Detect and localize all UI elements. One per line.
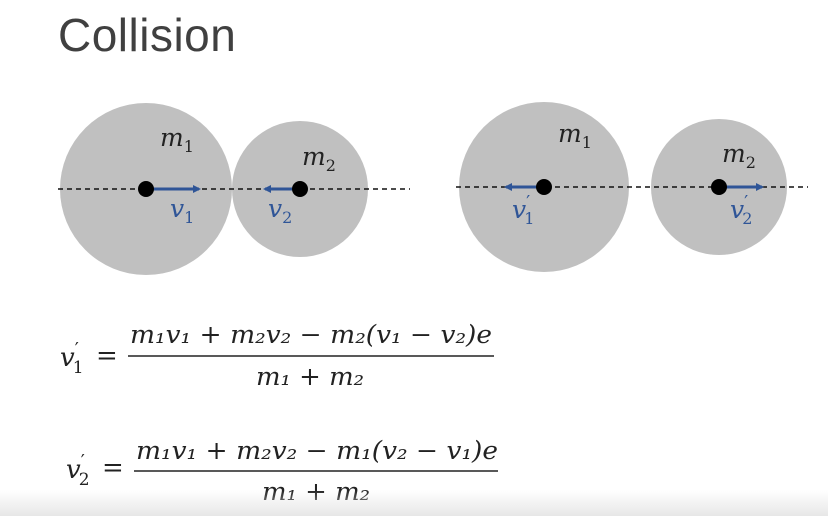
center-dot-2-after xyxy=(711,179,727,195)
bottom-shadow xyxy=(0,490,828,516)
mass-label-1-after: m1 xyxy=(558,119,592,152)
equation-2-numerator: m₁v₁ + m₂v₂ − m₁(v₂ − v₁)e xyxy=(136,436,498,465)
mass-label-1-before: m1 xyxy=(160,123,194,156)
equation-1-denominator: m₁ + m₂ xyxy=(256,362,364,391)
velocity-label-1-after: v′ 1 xyxy=(512,192,534,228)
equation-1-lhs: v′ 1 xyxy=(60,339,84,378)
equation-2-equals: = xyxy=(102,453,124,483)
center-dot-1-after xyxy=(536,179,552,195)
equation-1: v′ 1 = m₁v₁ + m₂v₂ − m₂(v₁ − v₂)e m₁ + m₂ xyxy=(60,320,494,391)
after-collision: m1 m2 v′ 1 v′ 2 xyxy=(456,102,808,272)
mass-label-2-after: m2 xyxy=(722,139,756,172)
center-dot-1-before xyxy=(138,181,154,197)
mass-label-2-before: m2 xyxy=(302,142,336,175)
before-collision: m1 m2 v1 v2 xyxy=(58,103,410,275)
equation-2-lhs: v′ 2 xyxy=(66,451,90,490)
equation-1-numerator: m₁v₁ + m₂v₂ − m₂(v₁ − v₂)e xyxy=(130,320,492,349)
equation-1-equals: = xyxy=(96,341,118,371)
velocity-label-2-before: v2 xyxy=(268,194,292,227)
center-dot-2-before xyxy=(292,181,308,197)
velocity-label-2-after: v′ 2 xyxy=(730,192,752,228)
velocity-label-1-before: v1 xyxy=(170,194,194,227)
slide-title: Collision xyxy=(58,9,237,61)
